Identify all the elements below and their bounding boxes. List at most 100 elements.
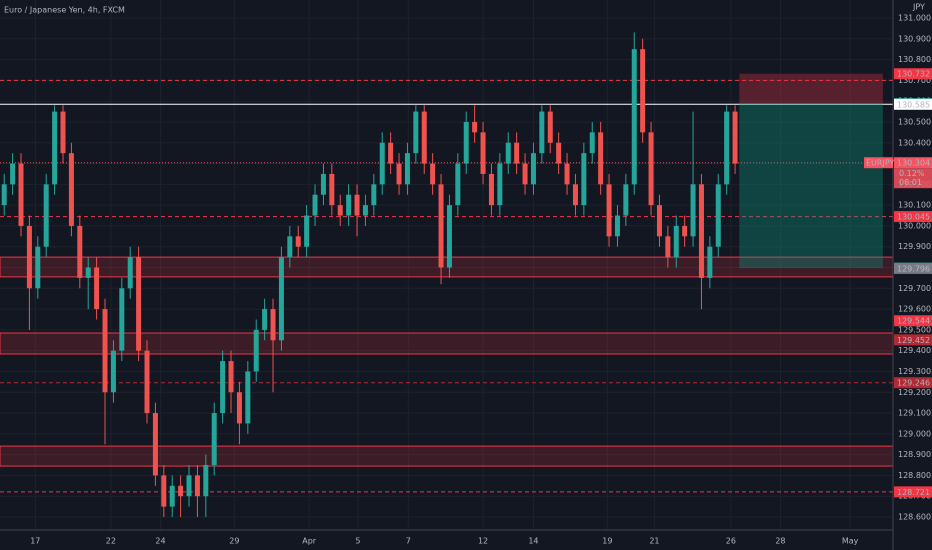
zone: [0, 445, 894, 467]
price-label-bg: [894, 157, 932, 169]
price-label: 130.304: [897, 159, 930, 168]
y-tick-label: 128.800: [898, 471, 931, 480]
ticker-label: EURJPY: [866, 159, 894, 168]
candle-body: [446, 205, 452, 268]
candle-body: [245, 371, 251, 424]
candle-body: [304, 215, 310, 247]
x-tick-label: 19: [602, 537, 612, 546]
price-label: 129.796: [897, 264, 930, 273]
change-label: 0.12%: [899, 169, 925, 178]
candle-body: [295, 236, 301, 247]
y-tick-label: 131.000: [898, 14, 931, 23]
y-tick-label: 129.600: [898, 305, 931, 314]
candle-body: [77, 225, 83, 278]
candle-body: [690, 184, 696, 237]
y-tick-label: 130.100: [898, 201, 931, 210]
candle-body: [530, 153, 536, 185]
candle-body: [514, 142, 520, 164]
candle-body: [253, 329, 259, 372]
price-label: 128.721: [897, 488, 930, 497]
x-tick-label: 26: [726, 537, 736, 546]
candle-body: [430, 163, 436, 185]
x-tick-label: 14: [528, 537, 538, 546]
candle-body: [287, 236, 293, 258]
target-zone: [739, 103, 883, 269]
candle-body: [203, 465, 209, 497]
candle-body: [606, 184, 612, 237]
candle-body: [371, 184, 377, 206]
candle-body: [43, 184, 49, 247]
price-axis-bg: [893, 0, 932, 550]
candle-body: [186, 475, 192, 497]
x-tick-label: 22: [106, 537, 116, 546]
candle-body: [455, 163, 461, 206]
candle-body: [463, 121, 469, 164]
x-tick-label: 24: [155, 537, 165, 546]
candle-body: [505, 142, 511, 164]
x-tick-label: 5: [355, 537, 360, 546]
y-tick-label: 129.000: [898, 429, 931, 438]
candle-body: [1, 184, 7, 206]
candle-body: [682, 225, 688, 237]
y-tick-label: 129.900: [898, 242, 931, 251]
candle-body: [388, 142, 394, 164]
candle-body: [438, 184, 444, 268]
currency: JPY: [912, 3, 925, 12]
candle-body: [152, 413, 158, 476]
candle-body: [640, 49, 646, 133]
candle-body: [556, 142, 562, 164]
candle-body: [85, 267, 91, 278]
candle-body: [60, 111, 66, 154]
candle-body: [178, 485, 184, 497]
price-label: 129.544: [897, 317, 930, 326]
candle-body: [228, 361, 234, 393]
candle-body: [522, 163, 528, 185]
y-tick-label: 129.700: [898, 284, 931, 293]
y-tick-label: 130.700: [898, 76, 931, 85]
x-tick-label: 7: [406, 537, 411, 546]
candle-body: [547, 111, 553, 143]
y-tick-label: 128.600: [898, 513, 931, 522]
candle-body: [564, 163, 570, 185]
candle-body: [715, 184, 721, 247]
price-label: 130.045: [897, 213, 930, 222]
candle-body: [581, 153, 587, 206]
candle-body: [614, 215, 620, 237]
candle-body: [707, 246, 713, 278]
y-tick-label: 129.300: [898, 367, 931, 376]
y-tick-label: 128.900: [898, 450, 931, 459]
price-label-bg: [894, 68, 932, 80]
candle-body: [337, 205, 343, 216]
candle-body: [673, 225, 679, 258]
y-tick-label: 130.000: [898, 221, 931, 230]
y-tick-label: 129.100: [898, 409, 931, 418]
x-tick-label: 17: [30, 537, 40, 546]
price-label-bg: [894, 211, 932, 223]
candle-body: [52, 111, 58, 185]
candle-body: [194, 475, 200, 497]
candle-body: [18, 163, 24, 226]
y-tick-label: 130.500: [898, 117, 931, 126]
x-tick-label: 12: [478, 537, 488, 546]
candle-body: [312, 194, 318, 216]
candle-body: [10, 163, 16, 185]
candle-body: [404, 153, 410, 185]
candle-body: [413, 111, 419, 154]
x-tick-label: 28: [775, 537, 785, 546]
price-label-bg: [894, 486, 932, 498]
last-info-bg: [894, 168, 932, 189]
candle-body: [589, 132, 595, 154]
candle-body: [127, 257, 133, 289]
candle-body: [35, 246, 41, 289]
candle-body: [161, 475, 167, 507]
candle-body: [236, 392, 242, 424]
candle-body: [421, 111, 427, 164]
candle-body: [102, 309, 108, 393]
candle-body: [572, 184, 578, 206]
y-tick-label: 130.400: [898, 138, 931, 147]
y-tick-label: 130.900: [898, 34, 931, 43]
candle-body: [354, 194, 360, 216]
candle-body: [396, 163, 402, 185]
candle-body: [648, 132, 654, 206]
